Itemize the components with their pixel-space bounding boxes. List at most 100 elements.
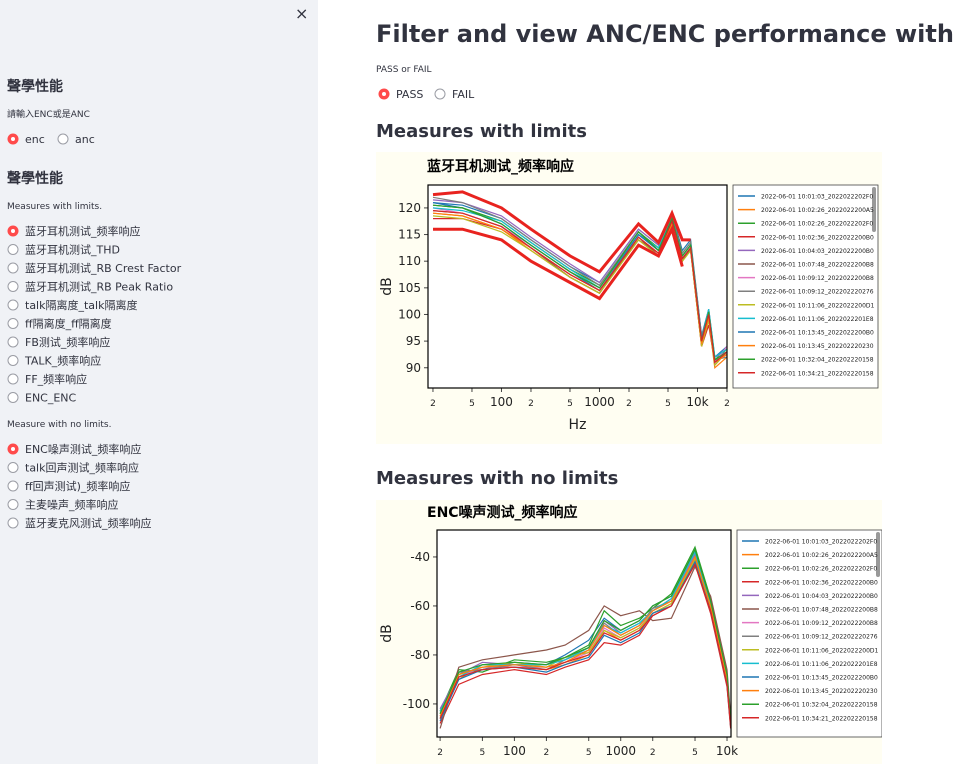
- radio-text: 主麦噪声_频率响应: [25, 498, 119, 512]
- radio-text: TALK_频率响应: [24, 354, 101, 368]
- radio-text: 蓝牙耳机测试_RB Peak Ratio: [25, 280, 173, 294]
- radio-dot: [382, 92, 386, 96]
- legend-box: [732, 184, 879, 389]
- x-axis-title: Hz: [569, 417, 587, 433]
- x-tick-label: 2: [626, 399, 632, 409]
- radio-option[interactable]: talk回声测试_频率响应: [7, 461, 139, 475]
- legend-label[interactable]: 2022-06-01 10:11:06_2022022200D1: [761, 302, 875, 309]
- x-tick-label: 5: [567, 399, 573, 409]
- section-title: Measures with no limits: [376, 468, 619, 489]
- radio-text: ff隔离度_ff隔离度: [25, 317, 112, 331]
- legend-label[interactable]: 2022-06-01 10:09:12_2022022200B8: [761, 275, 874, 282]
- close-button[interactable]: ×: [295, 4, 309, 23]
- legend-scrollbar: [876, 532, 880, 577]
- y-tick-label: -40: [410, 550, 430, 564]
- legend-label[interactable]: 2022-06-01 10:01:03_2022022202F0: [765, 539, 877, 546]
- legend-label[interactable]: 2022-06-01 10:07:48_2022022200B8: [765, 607, 878, 614]
- radio-text: ENC噪声测试_频率响应: [25, 442, 141, 456]
- legend-label[interactable]: 2022-06-01 10:02:36_2022022200B0: [761, 234, 874, 241]
- radio-text: FAIL: [452, 88, 475, 101]
- x-tick-label: 5: [469, 399, 475, 409]
- page-title: Filter and view ANC/ENC performance with…: [376, 20, 960, 48]
- y-tick-label: -100: [403, 697, 430, 711]
- radio-option[interactable]: 蓝牙耳机测试_RB Crest Factor: [7, 261, 182, 275]
- y-tick-label: -60: [410, 599, 430, 613]
- section-title: Measures with limits: [376, 121, 587, 142]
- legend-label[interactable]: 2022-06-01 10:09:12_202202220276: [761, 289, 874, 296]
- chart-title: ENC噪声测试_频率响应: [427, 504, 578, 521]
- radio-option[interactable]: ff回声测试)_频率响应: [7, 479, 130, 493]
- legend-label[interactable]: 2022-06-01 10:07:48_2022022200B8: [761, 262, 874, 269]
- legend-label[interactable]: 2022-06-01 10:13:45_202202220230: [761, 343, 874, 350]
- radio-option[interactable]: FAIL: [434, 88, 475, 101]
- radio-option[interactable]: ENC_ENC: [7, 392, 77, 405]
- radio-unselected: [7, 244, 19, 255]
- radio-dot: [11, 229, 15, 233]
- series-line: [439, 555, 731, 724]
- legend-label[interactable]: 2022-06-01 10:02:26_2022022200A5: [761, 207, 874, 214]
- radio-option[interactable]: 蓝牙耳机测试_频率响应: [7, 224, 141, 238]
- radio-unselected: [7, 262, 19, 274]
- legend-label[interactable]: 2022-06-01 10:09:12_202202220276: [765, 634, 878, 641]
- plot-border: [436, 529, 732, 738]
- radio-option[interactable]: 蓝牙耳机测试_THD: [7, 243, 120, 257]
- radio-unselected: [7, 336, 19, 348]
- lines: [432, 190, 727, 369]
- radio-option[interactable]: PASS: [378, 88, 424, 101]
- radio-text: 蓝牙耳机测试_RB Crest Factor: [25, 261, 182, 275]
- legend-label[interactable]: 2022-06-01 10:11:06_2022022201E8: [765, 661, 878, 668]
- legend-label[interactable]: 2022-06-01 10:04:03_2022022200B0: [765, 593, 878, 600]
- sidebar: × 聲學性能 請輸入ENC或是ANC 聲學性能 Measures with li…: [0, 0, 318, 764]
- radio-option[interactable]: FF_频率响应: [7, 372, 87, 386]
- radio-text: 蓝牙耳机测试_THD: [25, 243, 120, 257]
- chart: 蓝牙耳机测试_频率响应 2 5 100 2 5 1000 2 5 10k 2 90 95 100 105 11…: [376, 152, 882, 444]
- radio-text: talk隔离度_talk隔离度: [25, 298, 137, 312]
- x-tick-label: 10k: [716, 744, 738, 758]
- radio-unselected: [7, 480, 19, 492]
- legend-label[interactable]: 2022-06-01 10:02:26_2022022202F0: [761, 221, 873, 228]
- radio-option[interactable]: 主麦噪声_频率响应: [7, 498, 119, 512]
- radio-option[interactable]: 蓝牙耳机测试_RB Peak Ratio: [7, 280, 173, 294]
- legend-label[interactable]: 2022-06-01 10:34:21_202202220158: [765, 715, 878, 722]
- x-tick-label: 100: [503, 744, 526, 758]
- legend-label[interactable]: 2022-06-01 10:32:04_202202220158: [765, 702, 878, 709]
- radio-option[interactable]: TALK_频率响应: [7, 354, 101, 368]
- legend-label[interactable]: 2022-06-01 10:32:04_202202220158: [761, 357, 874, 364]
- legend-box: [736, 529, 882, 738]
- radio-option[interactable]: 蓝牙麦克风测试_频率响应: [7, 516, 152, 530]
- legend-label[interactable]: 2022-06-01 10:04:03_2022022200B0: [761, 248, 874, 255]
- series-line: [439, 547, 731, 722]
- legend-label[interactable]: 2022-06-01 10:09:12_2022022200B8: [765, 620, 878, 627]
- x-tick-label: 10k: [686, 395, 708, 409]
- legend-label[interactable]: 2022-06-01 10:02:36_2022022200B0: [765, 579, 878, 586]
- radio-option[interactable]: talk隔离度_talk隔离度: [7, 298, 137, 312]
- radio-option[interactable]: anc: [57, 133, 95, 146]
- legend-label[interactable]: 2022-06-01 10:02:26_2022022202F0: [765, 566, 877, 573]
- legend-label[interactable]: 2022-06-01 10:02:26_2022022200A5: [765, 552, 878, 559]
- legend-label[interactable]: 2022-06-01 10:11:06_2022022201E8: [761, 316, 874, 323]
- limit-line: [433, 225, 684, 301]
- radio-option[interactable]: ff隔离度_ff隔离度: [7, 317, 112, 331]
- radio-label: 請輸入ENC或是ANC: [7, 110, 90, 120]
- x-tick-label: 2: [528, 399, 534, 409]
- radio-text: ff回声测试)_频率响应: [25, 479, 130, 493]
- legend-label[interactable]: 2022-06-01 10:34:21_202202220158: [761, 370, 874, 377]
- y-axis-title: dB: [379, 624, 395, 643]
- radio-option[interactable]: ENC噪声测试_频率响应: [7, 442, 142, 456]
- legend-label[interactable]: 2022-06-01 10:11:06_2022022200D1: [765, 647, 879, 654]
- radio-option[interactable]: FB测试_频率响应: [7, 335, 110, 349]
- chart-title: 蓝牙耳机测试_频率响应: [427, 158, 574, 175]
- radio-option[interactable]: enc: [7, 133, 45, 146]
- x-tick-label: 5: [586, 748, 592, 758]
- legend-label[interactable]: 2022-06-01 10:13:45_202202220230: [765, 688, 878, 695]
- y-axis-title: dB: [379, 277, 395, 296]
- radio-text: ENC_ENC: [25, 392, 77, 405]
- radio-unselected: [7, 373, 19, 385]
- x-tick-label: 5: [692, 748, 698, 758]
- legend-label[interactable]: 2022-06-01 10:13:45_2022022200B0: [761, 330, 874, 337]
- legend-label[interactable]: 2022-06-01 10:01:03_2022022202F0: [761, 194, 873, 201]
- svg-layer: ENC噪声测试_频率响应 talk回声测试_频率响应 ff回声测试)_频率响应主麦噪…: [7, 442, 152, 530]
- legend-label[interactable]: 2022-06-01 10:13:45_2022022200B0: [765, 675, 878, 682]
- y-tick-label: 115: [398, 228, 421, 242]
